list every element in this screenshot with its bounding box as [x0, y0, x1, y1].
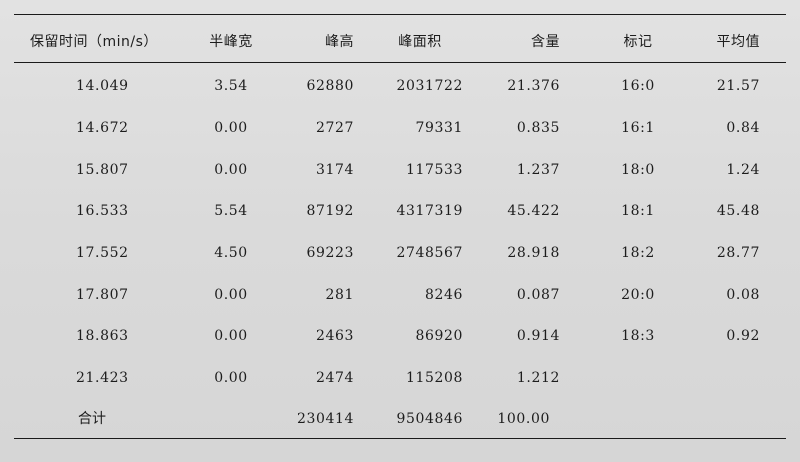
cell-peak-height: 3174	[315, 162, 354, 178]
table-bottom-rule	[14, 438, 786, 439]
cell-content: 1.212	[516, 370, 560, 386]
cell-average: 0.84	[726, 120, 760, 136]
table-header-rule	[14, 62, 786, 63]
cell-content: 0.835	[516, 120, 560, 136]
cell-average: 45.48	[716, 203, 760, 219]
cell-half-width: 0.00	[214, 370, 248, 386]
cell-half-width: 5.54	[214, 203, 248, 219]
cell-peak-height: 62880	[306, 78, 354, 94]
cell-peak-area: 4317319	[396, 203, 463, 219]
cell-peak-height: 87192	[306, 203, 354, 219]
cell-retention-time: 14.049	[76, 78, 129, 94]
cell-half-width: 0.00	[214, 328, 248, 344]
cell-peak-height: 2727	[315, 120, 354, 136]
header-mark: 标记	[623, 34, 653, 50]
cell-half-width: 3.54	[214, 78, 248, 94]
cell-peak-area: 2748567	[396, 245, 463, 261]
cell-half-width: 4.50	[214, 245, 248, 261]
table-row: 21.423 0.00 2474 115208 1.212	[0, 366, 800, 390]
cell-retention-time: 16.533	[76, 203, 129, 219]
header-peak-area: 峰面积	[398, 34, 442, 50]
cell-peak-height: 281	[325, 287, 354, 303]
cell-peak-height: 69223	[306, 245, 354, 261]
cell-average: 21.57	[716, 78, 760, 94]
cell-average: 28.77	[716, 245, 760, 261]
header-peak-height: 峰高	[325, 34, 354, 50]
cell-content: 0.914	[516, 328, 560, 344]
total-peak-height: 230414	[296, 411, 354, 427]
table-row: 17.807 0.00 281 8246 0.087 20:0 0.08	[0, 283, 800, 307]
table-top-rule	[14, 14, 786, 15]
table-row: 18.863 0.00 2463 86920 0.914 18:3 0.92	[0, 324, 800, 348]
cell-half-width: 0.00	[214, 287, 248, 303]
cell-mark: 18:1	[621, 203, 655, 219]
header-average: 平均值	[716, 34, 760, 50]
cell-average: 0.92	[726, 328, 760, 344]
table-row: 17.552 4.50 69223 2748567 28.918 18:2 28…	[0, 241, 800, 265]
table-row: 15.807 0.00 3174 117533 1.237 18:0 1.24	[0, 158, 800, 182]
table-header-row: 保留时间（min/s） 半峰宽 峰高 峰面积 含量 标记 平均值	[0, 30, 800, 54]
total-label: 合计	[78, 411, 106, 427]
table-row: 16.533 5.54 87192 4317319 45.422 18:1 45…	[0, 199, 800, 223]
cell-content: 0.087	[516, 287, 560, 303]
cell-retention-time: 21.423	[76, 370, 129, 386]
header-content: 含量	[531, 34, 560, 50]
cell-content: 1.237	[516, 162, 560, 178]
cell-half-width: 0.00	[214, 162, 248, 178]
total-peak-area: 9504846	[396, 411, 463, 427]
table-row: 14.049 3.54 62880 2031722 21.376 16:0 21…	[0, 74, 800, 98]
cell-mark: 16:0	[621, 78, 655, 94]
cell-content: 28.918	[507, 245, 560, 261]
cell-average: 1.24	[726, 162, 760, 178]
cell-retention-time: 17.807	[76, 287, 129, 303]
total-content: 100.00	[497, 411, 550, 427]
cell-mark: 16:1	[621, 120, 655, 136]
cell-peak-area: 8246	[424, 287, 463, 303]
cell-retention-time: 18.863	[76, 328, 129, 344]
cell-content: 45.422	[507, 203, 560, 219]
header-retention-time: 保留时间（min/s）	[30, 34, 158, 50]
cell-retention-time: 14.672	[76, 120, 129, 136]
header-half-width: 半峰宽	[209, 34, 253, 50]
cell-peak-area: 117533	[405, 162, 463, 178]
cell-mark: 18:0	[621, 162, 655, 178]
cell-mark: 18:3	[621, 328, 655, 344]
cell-content: 21.376	[507, 78, 560, 94]
cell-peak-area: 86920	[415, 328, 463, 344]
cell-half-width: 0.00	[214, 120, 248, 136]
cell-peak-height: 2474	[315, 370, 354, 386]
cell-average: 0.08	[726, 287, 760, 303]
cell-mark: 18:2	[621, 245, 655, 261]
table-total-row: 合计 230414 9504846 100.00	[0, 407, 800, 431]
cell-peak-area: 115208	[405, 370, 463, 386]
cell-peak-height: 2463	[315, 328, 354, 344]
cell-peak-area: 79331	[415, 120, 463, 136]
table-row: 14.672 0.00 2727 79331 0.835 16:1 0.84	[0, 116, 800, 140]
cell-mark: 20:0	[621, 287, 655, 303]
cell-retention-time: 15.807	[76, 162, 129, 178]
cell-retention-time: 17.552	[76, 245, 129, 261]
cell-peak-area: 2031722	[396, 78, 463, 94]
